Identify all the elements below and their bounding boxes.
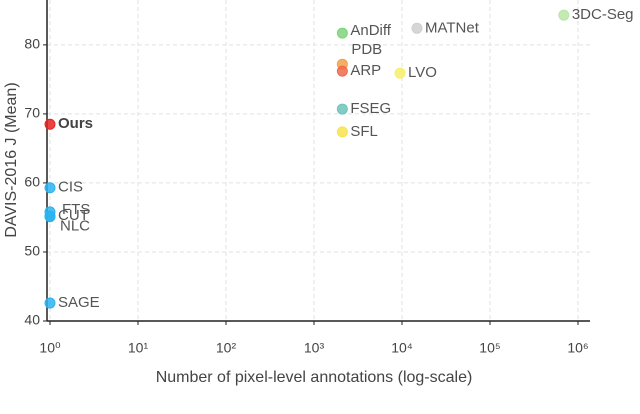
data-point bbox=[558, 9, 570, 21]
point-label: AnDiff bbox=[350, 22, 391, 39]
y-tick-label: 60 bbox=[24, 174, 40, 190]
y-tick-label: 50 bbox=[24, 243, 40, 259]
point-label: SAGE bbox=[58, 294, 100, 311]
point-label: ARP bbox=[350, 62, 381, 79]
point-label: Ours bbox=[58, 115, 93, 132]
y-tick-label: 80 bbox=[24, 36, 40, 52]
point-label: CIS bbox=[58, 179, 83, 196]
data-point bbox=[394, 67, 406, 79]
point-label: PDB bbox=[351, 41, 382, 58]
data-point bbox=[336, 27, 348, 39]
x-tick-label: 10² bbox=[216, 340, 237, 356]
data-point bbox=[336, 65, 348, 77]
x-tick-label: 10³ bbox=[304, 340, 325, 356]
x-axis-label: Number of pixel-level annotations (log-s… bbox=[156, 369, 473, 386]
x-tick-label: 10⁶ bbox=[567, 340, 588, 356]
x-tick-label: 10⁴ bbox=[391, 340, 413, 356]
x-tick-label: 10¹ bbox=[128, 340, 149, 356]
point-label: CUT bbox=[58, 207, 89, 224]
data-point bbox=[44, 118, 56, 130]
data-point bbox=[44, 297, 56, 309]
point-label: LVO bbox=[408, 64, 437, 81]
data-point bbox=[44, 182, 56, 194]
y-axis-label: DAVIS-2016 J (Mean) bbox=[3, 82, 20, 237]
data-point bbox=[336, 126, 348, 138]
point-label: MATNet bbox=[425, 19, 480, 36]
data-point bbox=[44, 211, 56, 223]
point-label: 3DC-Seg bbox=[572, 6, 634, 23]
point-label: FSEG bbox=[350, 100, 391, 117]
y-tick-label: 40 bbox=[24, 312, 40, 328]
data-point bbox=[336, 103, 348, 115]
point-label: FTS bbox=[62, 201, 90, 218]
data-point bbox=[411, 22, 423, 34]
y-tick-label: 70 bbox=[24, 105, 40, 121]
x-tick-label: 10⁰ bbox=[39, 340, 61, 356]
x-tick-label: 10⁵ bbox=[479, 340, 500, 356]
point-label: NLC bbox=[60, 218, 90, 235]
point-label: SFL bbox=[350, 123, 378, 140]
